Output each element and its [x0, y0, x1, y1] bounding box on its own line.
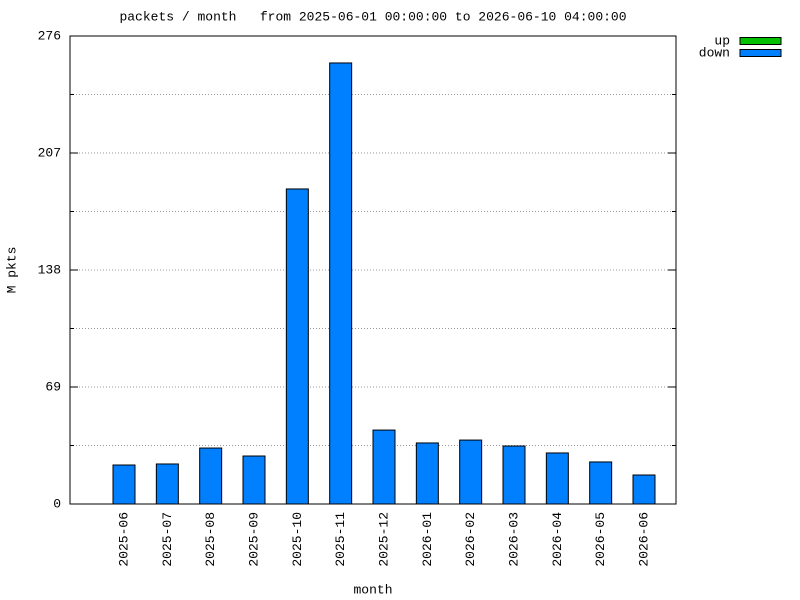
bar: [155, 463, 179, 505]
x-tick-label: 2025-06: [116, 512, 131, 567]
y-axis-label: M pkts: [4, 247, 19, 294]
x-tick-label: 2026-01: [420, 512, 435, 567]
x-tick-label: 2026-02: [463, 512, 478, 567]
y-tick-label: 69: [45, 379, 61, 394]
x-tick-label: 2025-07: [160, 512, 175, 567]
x-axis-label: month: [353, 582, 392, 597]
x-tick-label: 2025-11: [333, 512, 348, 567]
bar: [545, 452, 569, 505]
x-tick-label: 2026-05: [593, 512, 608, 567]
bar: [199, 447, 223, 505]
x-tick-label: 2026-06: [636, 512, 651, 567]
bar: [632, 474, 656, 505]
legend-swatch: [739, 49, 782, 57]
chart-title: packets / month from 2025-06-01 00:00:00…: [119, 9, 626, 24]
x-tick-label: 2026-03: [506, 512, 521, 567]
bar: [459, 439, 483, 505]
bar: [589, 461, 613, 505]
x-tick-label: 2025-10: [290, 512, 305, 567]
legend-label: up: [714, 33, 730, 48]
bar: [112, 464, 136, 505]
bar: [372, 429, 396, 505]
y-tick-label: 0: [53, 496, 61, 511]
legend-swatch: [739, 37, 782, 45]
bar: [285, 188, 309, 505]
y-tick-label: 276: [38, 28, 61, 43]
bar: [242, 455, 266, 505]
y-tick-label: 138: [38, 262, 61, 277]
x-tick-label: 2025-08: [203, 512, 218, 567]
legend-label: down: [699, 45, 730, 60]
x-tick-label: 2026-04: [550, 512, 565, 567]
y-tick-label: 207: [38, 145, 61, 160]
x-tick-label: 2025-09: [246, 512, 261, 567]
bar: [415, 442, 439, 505]
x-tick-label: 2025-12: [376, 512, 391, 567]
bar: [502, 445, 526, 505]
bar: [329, 62, 353, 505]
